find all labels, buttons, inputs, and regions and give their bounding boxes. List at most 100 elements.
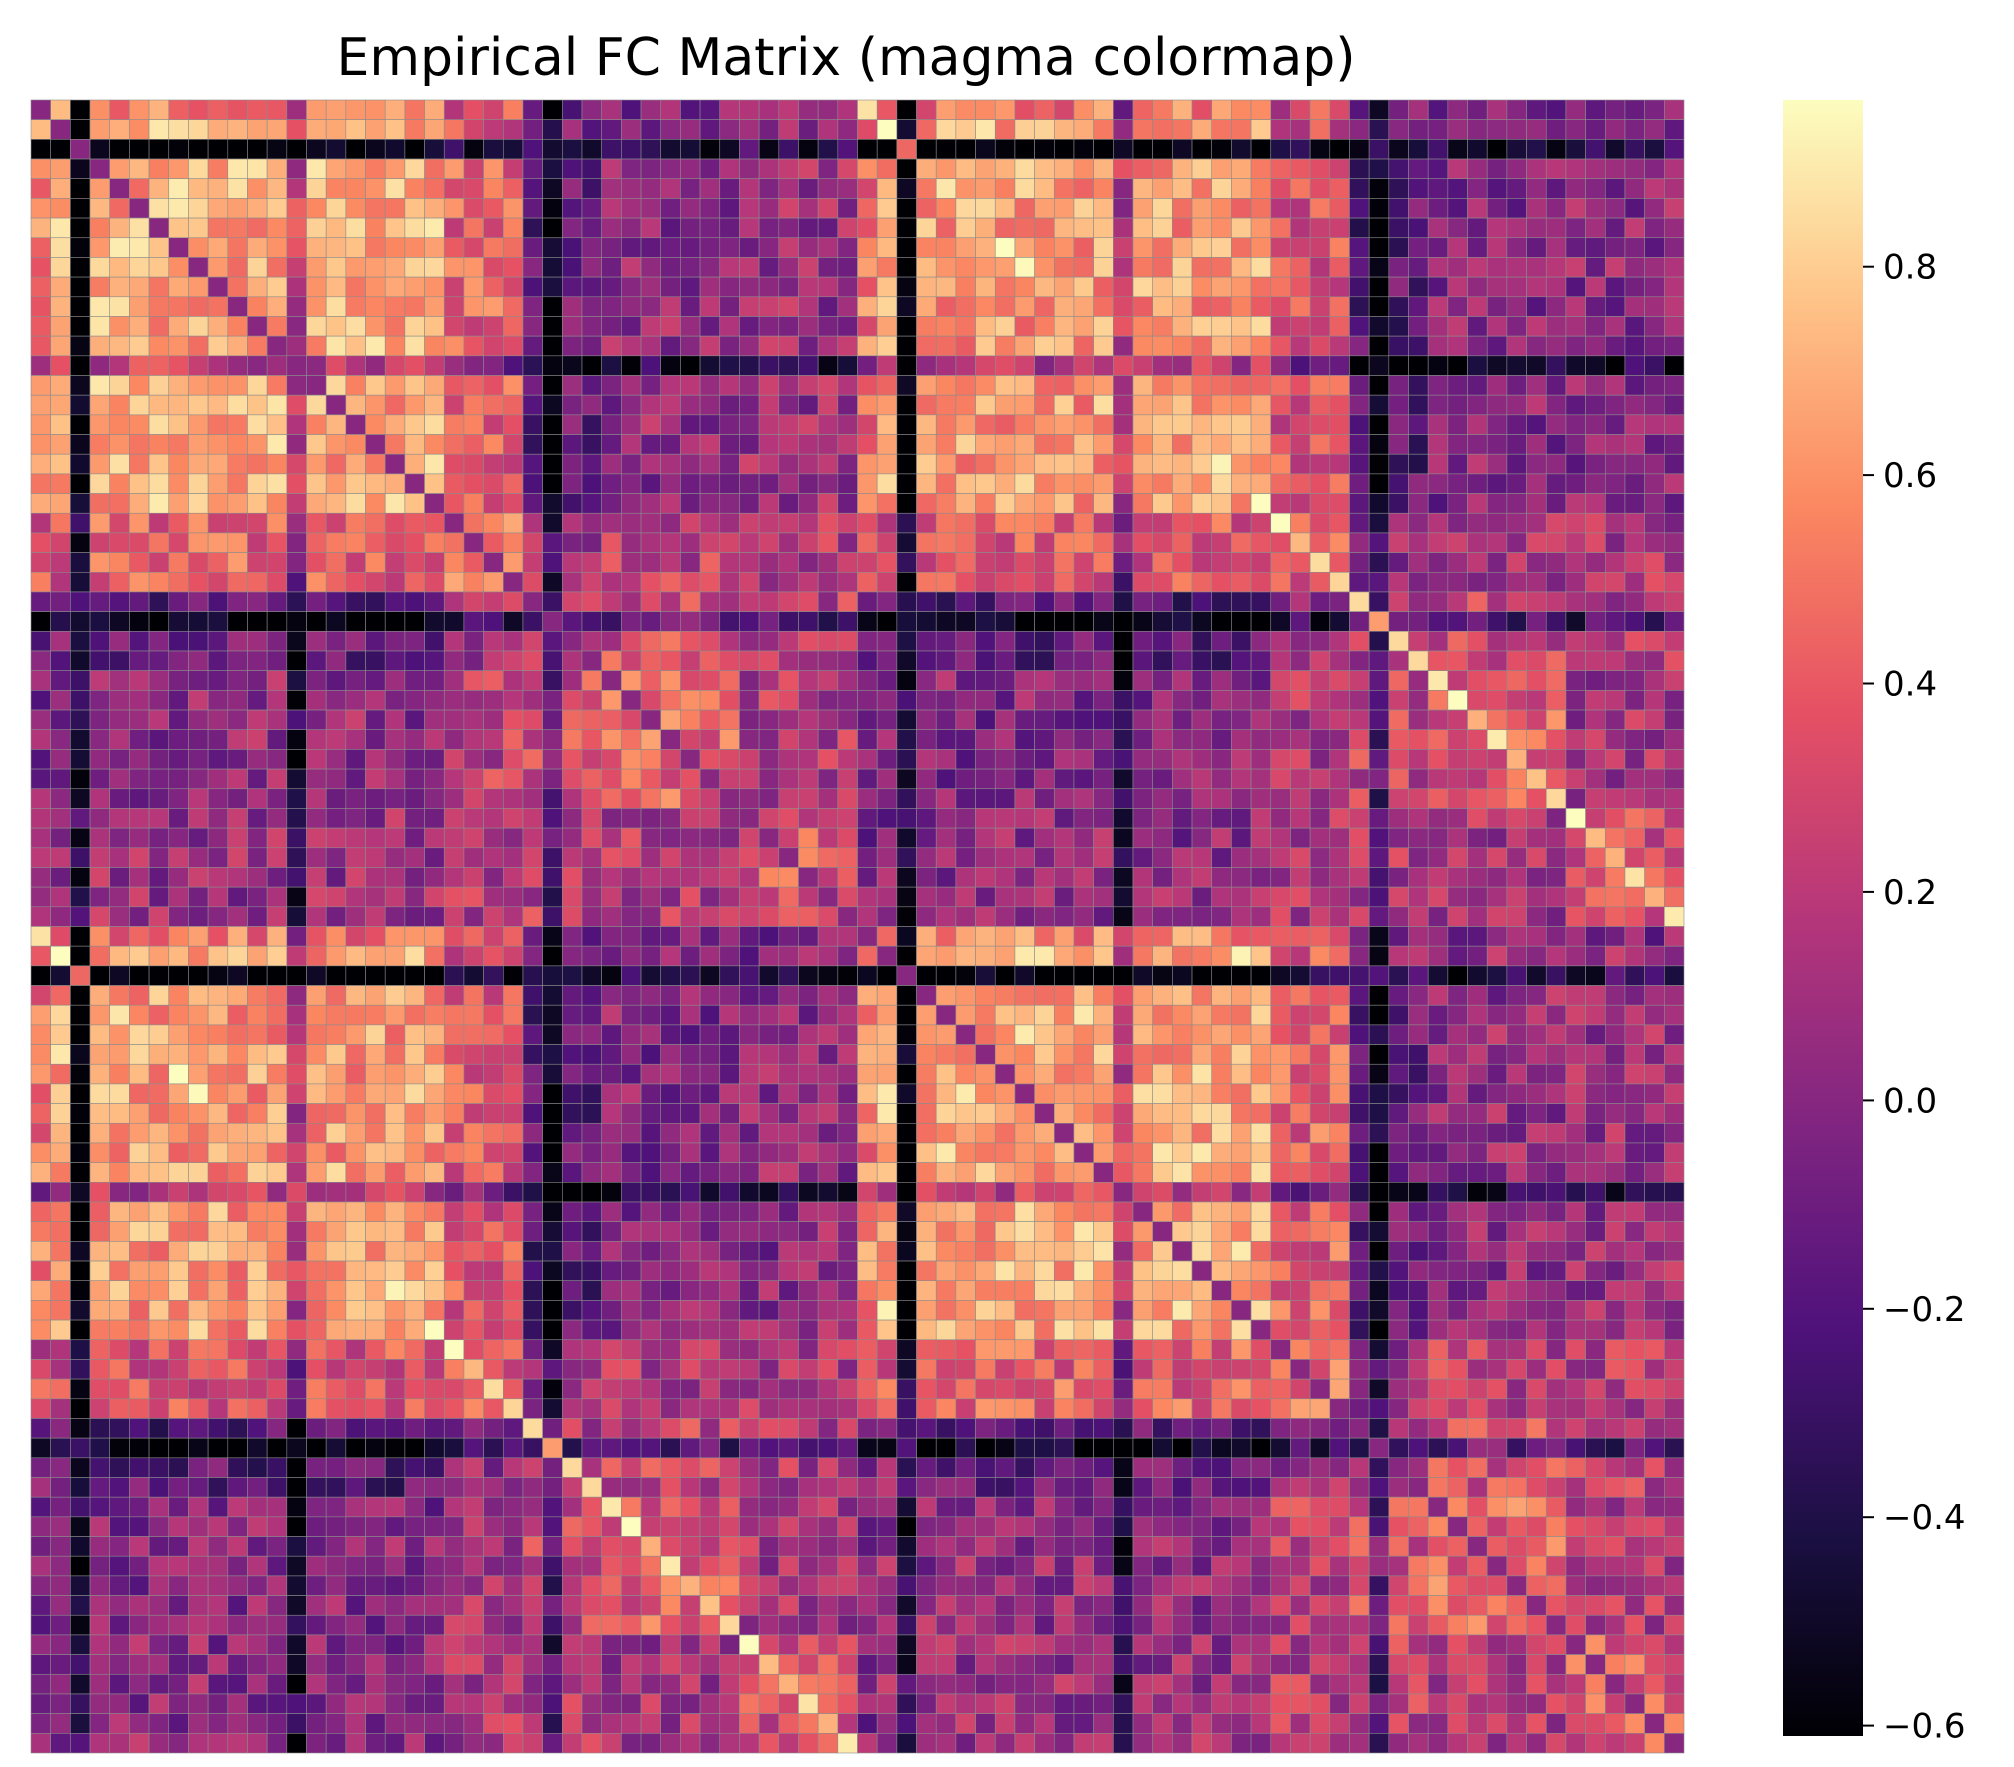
heatmap-cell xyxy=(818,179,838,199)
heatmap-cell xyxy=(1586,808,1606,828)
heatmap-cell xyxy=(208,848,228,868)
heatmap-cell xyxy=(346,159,366,179)
heatmap-cell xyxy=(366,1222,386,1242)
heatmap-cell xyxy=(976,1143,996,1163)
heatmap-cell xyxy=(1113,789,1133,809)
heatmap-cell xyxy=(1527,808,1547,828)
heatmap-cell xyxy=(1271,159,1291,179)
heatmap-cell xyxy=(917,1045,937,1065)
heatmap-cell xyxy=(1310,553,1330,573)
heatmap-cell xyxy=(1015,257,1035,277)
heatmap-cell xyxy=(503,690,523,710)
heatmap-cell xyxy=(602,671,622,691)
heatmap-cell xyxy=(976,848,996,868)
heatmap-cell xyxy=(1409,120,1429,140)
heatmap-cell xyxy=(287,671,307,691)
heatmap-cell xyxy=(1192,1143,1212,1163)
heatmap-cell xyxy=(149,1222,169,1242)
heatmap-cell xyxy=(228,218,248,238)
heatmap-cell xyxy=(1428,356,1448,376)
heatmap-cell xyxy=(267,257,287,277)
heatmap-cell xyxy=(700,513,720,533)
heatmap-cell xyxy=(1094,454,1114,474)
heatmap-cell xyxy=(1231,749,1251,769)
heatmap-cell xyxy=(51,179,71,199)
heatmap-cell xyxy=(1428,1123,1448,1143)
heatmap-cell xyxy=(1605,395,1625,415)
heatmap-cell xyxy=(385,553,405,573)
heatmap-cell xyxy=(405,769,425,789)
heatmap-cell xyxy=(1566,415,1586,435)
heatmap-cell xyxy=(858,848,878,868)
heatmap-cell xyxy=(346,1064,366,1084)
heatmap-cell xyxy=(818,789,838,809)
heatmap-cell xyxy=(503,1064,523,1084)
heatmap-cell xyxy=(1369,316,1389,336)
heatmap-cell xyxy=(543,1045,563,1065)
heatmap-cell xyxy=(1409,730,1429,750)
heatmap-cell xyxy=(1074,986,1094,1006)
heatmap-cell xyxy=(1054,1064,1074,1084)
heatmap-cell xyxy=(1349,376,1369,396)
heatmap-cell xyxy=(1625,257,1645,277)
heatmap-cell xyxy=(464,316,484,336)
heatmap-cell xyxy=(1192,927,1212,947)
heatmap-cell xyxy=(1527,1222,1547,1242)
heatmap-cell xyxy=(169,336,189,356)
heatmap-cell xyxy=(582,631,602,651)
heatmap-cell xyxy=(838,376,858,396)
heatmap-cell xyxy=(1448,533,1468,553)
heatmap-cell xyxy=(1212,612,1232,632)
heatmap-cell xyxy=(838,415,858,435)
heatmap-cell xyxy=(444,730,464,750)
heatmap-cell xyxy=(1566,316,1586,336)
heatmap-cell xyxy=(110,198,130,218)
heatmap-cell xyxy=(1271,395,1291,415)
heatmap-cell xyxy=(818,257,838,277)
heatmap-cell xyxy=(858,120,878,140)
heatmap-cell xyxy=(464,1182,484,1202)
heatmap-cell xyxy=(1251,1005,1271,1025)
heatmap-cell xyxy=(405,789,425,809)
heatmap-cell xyxy=(1310,1202,1330,1222)
heatmap-cell xyxy=(31,848,51,868)
heatmap-cell xyxy=(228,1005,248,1025)
heatmap-cell xyxy=(838,297,858,317)
heatmap-cell xyxy=(1074,572,1094,592)
heatmap-cell xyxy=(1389,415,1409,435)
heatmap-cell xyxy=(1251,494,1271,514)
heatmap-cell xyxy=(936,356,956,376)
heatmap-cell xyxy=(1507,139,1527,159)
heatmap-cell xyxy=(425,986,445,1006)
heatmap-cell xyxy=(129,730,149,750)
heatmap-cell xyxy=(1487,257,1507,277)
heatmap-cell xyxy=(307,1084,327,1104)
heatmap-cell xyxy=(1527,1182,1547,1202)
heatmap-cell xyxy=(1153,336,1173,356)
heatmap-cell xyxy=(976,651,996,671)
heatmap-cell xyxy=(405,986,425,1006)
heatmap-cell xyxy=(661,769,681,789)
heatmap-cell xyxy=(346,238,366,258)
heatmap-cell xyxy=(169,474,189,494)
heatmap-cell xyxy=(31,769,51,789)
heatmap-cell xyxy=(1133,1182,1153,1202)
heatmap-cell xyxy=(1369,631,1389,651)
heatmap-cell xyxy=(1625,316,1645,336)
heatmap-cell xyxy=(1251,867,1271,887)
heatmap-cell xyxy=(267,395,287,415)
heatmap-cell xyxy=(1349,494,1369,514)
heatmap-cell xyxy=(1330,159,1350,179)
heatmap-cell xyxy=(1369,139,1389,159)
heatmap-cell xyxy=(798,730,818,750)
heatmap-cell xyxy=(543,612,563,632)
heatmap-cell xyxy=(208,1104,228,1124)
heatmap-cell xyxy=(1369,1202,1389,1222)
heatmap-cell xyxy=(562,494,582,514)
heatmap-cell xyxy=(307,454,327,474)
heatmap-cell xyxy=(366,1005,386,1025)
heatmap-cell xyxy=(1015,966,1035,986)
heatmap-cell xyxy=(700,198,720,218)
heatmap-cell xyxy=(169,120,189,140)
heatmap-cell xyxy=(208,454,228,474)
